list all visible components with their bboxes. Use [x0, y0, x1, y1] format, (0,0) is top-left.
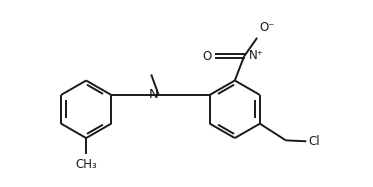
Text: N: N	[149, 88, 159, 101]
Text: O: O	[203, 50, 212, 63]
Text: CH₃: CH₃	[75, 158, 97, 171]
Text: O⁻: O⁻	[259, 22, 275, 34]
Text: N⁺: N⁺	[249, 49, 264, 62]
Text: Cl: Cl	[308, 135, 320, 148]
